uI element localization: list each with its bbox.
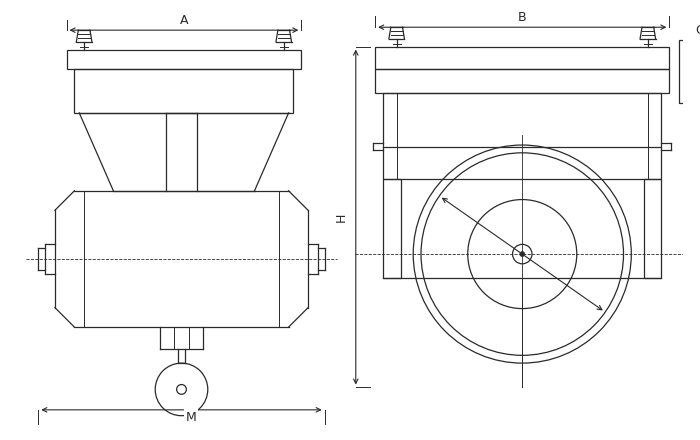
Text: B: B [518,11,526,24]
Bar [644,179,661,279]
Text: C: C [695,24,700,37]
Bar [383,179,400,279]
Bar [375,69,669,93]
Bar [383,93,662,179]
Text: A: A [180,14,188,27]
Circle shape [520,252,525,257]
Bar [685,45,700,55]
Bar [375,47,669,69]
Text: M: M [186,411,197,424]
Text: H: H [335,213,348,222]
Bar [66,50,301,69]
Bar [74,69,293,113]
Bar [679,40,700,103]
